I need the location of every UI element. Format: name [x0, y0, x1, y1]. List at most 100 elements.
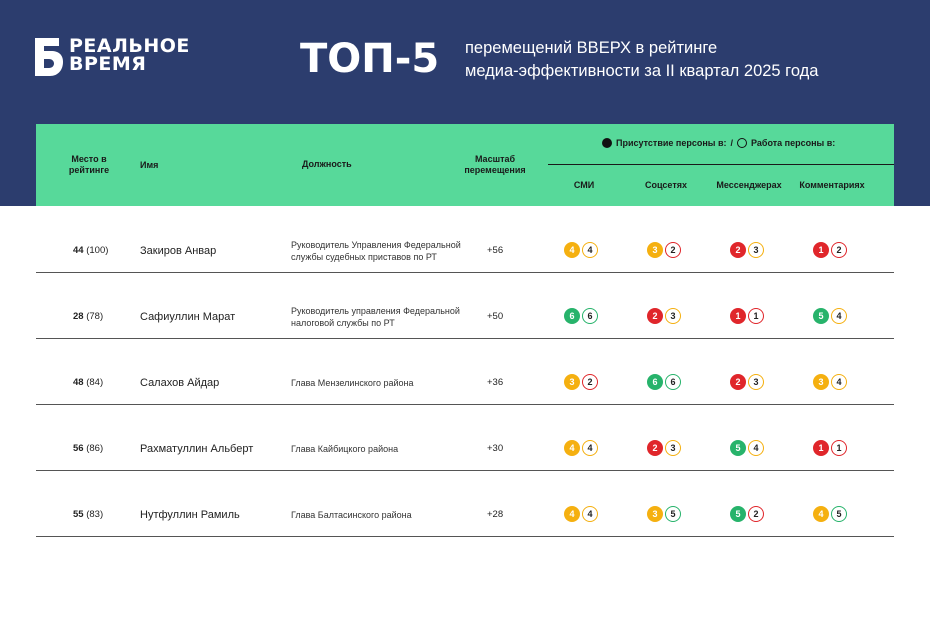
- person-position: Руководитель Управления Федеральной служ…: [291, 240, 461, 262]
- presence-score: 4: [564, 506, 580, 522]
- work-score: 4: [831, 374, 847, 390]
- rank-previous: (83): [86, 509, 104, 520]
- page-title: ТОП-5: [300, 36, 440, 82]
- work-score: 1: [748, 308, 764, 324]
- presence-score: 5: [813, 308, 829, 324]
- person-name: Закиров Анвар: [140, 245, 217, 257]
- presence-score: 5: [730, 440, 746, 456]
- presence-score: 3: [564, 374, 580, 390]
- table-row: 44 (100) Закиров Анвар Руководитель Управл…: [36, 206, 894, 273]
- work-score: 4: [748, 440, 764, 456]
- presence-score: 2: [647, 308, 663, 324]
- presence-score: 2: [647, 440, 663, 456]
- person-name: Нутфуллин Рамиль: [140, 509, 240, 521]
- header-place: Место в рейтинге: [68, 154, 110, 175]
- rank-current: 48: [73, 377, 84, 388]
- subtitle-line1: перемещений ВВЕРХ в рейтинге: [465, 39, 718, 57]
- presence-score: 1: [730, 308, 746, 324]
- work-score: 5: [831, 506, 847, 522]
- person-name: Салахов Айдар: [140, 377, 220, 389]
- presence-score: 3: [647, 506, 663, 522]
- rank-current: 56: [73, 443, 84, 454]
- presence-score: 4: [813, 506, 829, 522]
- work-score: 3: [748, 242, 764, 258]
- presence-score: 2: [730, 242, 746, 258]
- rank-shift: +56: [487, 245, 504, 256]
- work-score: 3: [665, 440, 681, 456]
- platform-smi: СМИ: [573, 180, 595, 190]
- person-position: Руководитель управления Федеральной нало…: [291, 306, 460, 328]
- work-score: 3: [665, 308, 681, 324]
- work-score: 4: [582, 506, 598, 522]
- brand-line1: РЕАЛЬНОЕ: [69, 35, 190, 57]
- header-divider: [548, 164, 894, 165]
- rank-shift: +30: [487, 443, 504, 454]
- table-row: 55 (83) Нутфуллин Рамиль Глава Балтасинско…: [36, 470, 894, 537]
- rank-shift: +28: [487, 509, 504, 520]
- person-position: Глава Мензелинского района: [291, 378, 414, 388]
- rank-current: 28: [73, 311, 84, 322]
- rank-cell: 28 (78): [73, 311, 103, 322]
- work-score: 6: [665, 374, 681, 390]
- table-row: 56 (86) Рахматуллин Альберт Глава Кайбицко…: [36, 404, 894, 471]
- table-header: Место в рейтинге Имя Должность Масштаб п…: [36, 124, 894, 206]
- presence-score: 3: [647, 242, 663, 258]
- person-name: Сафиуллин Марат: [140, 311, 236, 323]
- header-position: Должность: [302, 159, 352, 169]
- presence-score: 2: [730, 374, 746, 390]
- rank-shift: +50: [487, 311, 504, 322]
- rank-current: 55: [73, 509, 84, 520]
- header-name: Имя: [140, 160, 159, 170]
- outline-circle-icon: [737, 138, 748, 148]
- rank-cell: 55 (83): [73, 509, 103, 520]
- rank-previous: (86): [86, 443, 104, 454]
- subtitle-line2: медиа-эффективности за II квартал 2025 г…: [465, 62, 819, 80]
- presence-score: 6: [647, 374, 663, 390]
- rank-previous: (100): [86, 245, 109, 256]
- rank-cell: 44 (100): [73, 245, 108, 256]
- table-row: 28 (78) Сафиуллин Марат Руководитель управ…: [36, 272, 894, 339]
- rank-previous: (84): [86, 377, 104, 388]
- page-subtitle: перемещений ВВЕРХ в рейтинге медиа-эффек…: [465, 37, 818, 83]
- work-score: 2: [831, 242, 847, 258]
- platform-messengers: Мессенджерах: [716, 180, 782, 190]
- brand-line2: ВРЕМЯ: [69, 53, 147, 75]
- work-score: 1: [831, 440, 847, 456]
- presence-score: 1: [813, 242, 829, 258]
- filled-circle-icon: [602, 138, 612, 148]
- platform-social: Соцсетях: [645, 180, 687, 190]
- presence-score: 1: [813, 440, 829, 456]
- work-score: 4: [831, 308, 847, 324]
- presence-score: 4: [564, 242, 580, 258]
- legend-work: Работа персоны в:: [751, 138, 836, 148]
- work-score: 2: [665, 242, 681, 258]
- rank-cell: 48 (84): [73, 377, 103, 388]
- header-shift: Масштаб перемещения: [464, 154, 526, 175]
- rank-shift: +36: [487, 377, 504, 388]
- rank-cell: 56 (86): [73, 443, 103, 454]
- work-score: 5: [665, 506, 681, 522]
- work-score: 4: [582, 242, 598, 258]
- brand-logo-icon: [35, 38, 63, 76]
- table-row: 48 (84) Салахов Айдар Глава Мензелинского …: [36, 338, 894, 405]
- legend-separator: /: [730, 138, 734, 148]
- presence-score: 3: [813, 374, 829, 390]
- work-score: 4: [582, 440, 598, 456]
